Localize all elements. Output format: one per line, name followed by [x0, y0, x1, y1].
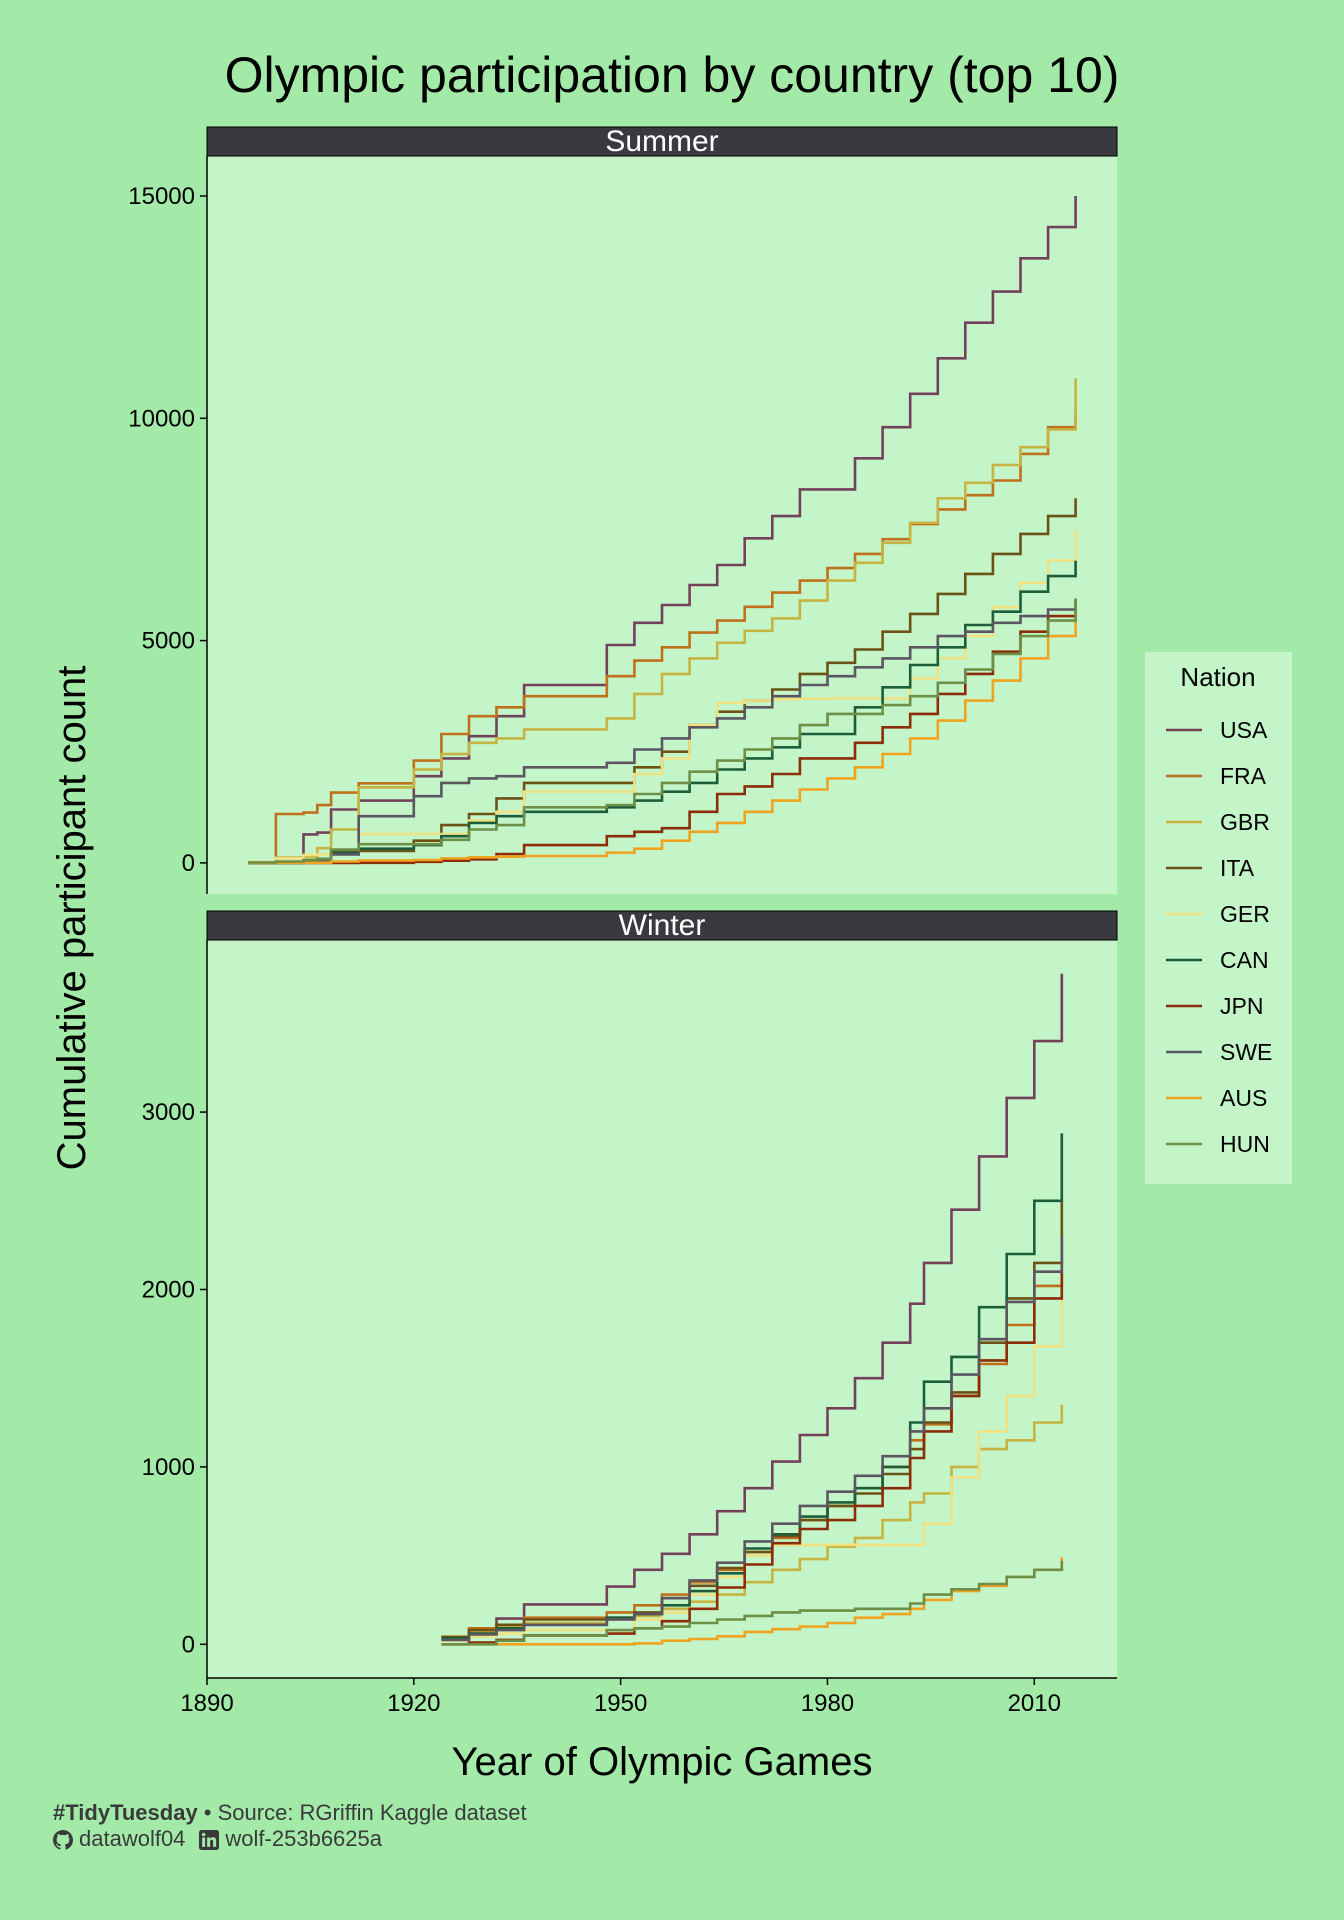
winter-y-tick-label: 3000	[142, 1099, 195, 1126]
winter-strip	[206, 910, 1118, 941]
legend-label-aus: AUS	[1220, 1085, 1267, 1111]
summer-y-tick-label: 5000	[142, 628, 195, 655]
summer-y-tick-label: 10000	[128, 405, 195, 432]
winter-y-tick-label: 2000	[142, 1276, 195, 1303]
caption-tag: #TidyTuesday	[53, 1800, 198, 1825]
summer-y-axis: 0 5000 10000 15000	[128, 183, 207, 877]
x-tick-label: 1980	[801, 1690, 854, 1717]
winter-series-usa	[441, 973, 1064, 1642]
y-axis-label: Cumulative participant count	[50, 666, 94, 1171]
winter-y-axis: 0 1000 2000 3000	[142, 1099, 207, 1658]
facet-winter: Winter 0 1000 2000 3000 1890 1920 1950 1980 201…	[142, 909, 1118, 1717]
legend-label-fra: FRA	[1220, 763, 1267, 789]
x-axis-label: Year of Olympic Games	[452, 1740, 873, 1784]
github-handle: datawolf04	[79, 1826, 186, 1851]
legend: Nation USA FRA GBR ITA GER CAN JPN SWE AUS HUN	[1145, 652, 1292, 1184]
facet-summer: Summer 0 5000 10000 15000	[128, 125, 1118, 894]
summer-y-tick-label: 15000	[128, 183, 195, 210]
legend-label-hun: HUN	[1220, 1131, 1270, 1157]
linkedin-handle: wolf-253b6625a	[225, 1826, 382, 1851]
summer-strip	[206, 126, 1118, 157]
linkedin-icon	[199, 1826, 220, 1852]
legend-label-gbr: GBR	[1220, 809, 1270, 835]
legend-label-ita: ITA	[1220, 855, 1255, 881]
legend-box	[1145, 652, 1292, 1184]
chart-title: Olympic participation by country (top 10…	[225, 47, 1120, 103]
legend-label-jpn: JPN	[1220, 993, 1263, 1019]
summer-series	[248, 196, 1077, 865]
github-icon	[53, 1826, 73, 1852]
x-tick-label: 2010	[1008, 1690, 1061, 1717]
summer-y-tick-label: 0	[182, 850, 195, 877]
x-axis: 1890 1920 1950 1980 2010	[180, 1678, 1061, 1717]
x-tick-label: 1950	[594, 1690, 647, 1717]
winter-y-tick-label: 0	[182, 1631, 195, 1658]
winter-y-tick-label: 1000	[142, 1454, 195, 1481]
legend-label-swe: SWE	[1220, 1039, 1272, 1065]
legend-label-can: CAN	[1220, 947, 1269, 973]
summer-series-swe	[248, 600, 1077, 865]
legend-label-ger: GER	[1220, 901, 1270, 927]
winter-series-swe	[441, 1236, 1064, 1642]
winter-series	[441, 973, 1064, 1646]
x-tick-label: 1890	[180, 1690, 233, 1717]
legend-label-usa: USA	[1220, 717, 1268, 743]
winter-series-hun	[441, 1560, 1064, 1646]
legend-title: Nation	[1180, 662, 1255, 692]
x-tick-label: 1920	[387, 1690, 440, 1717]
caption: #TidyTuesday • Source: RGriffin Kaggle d…	[53, 1800, 527, 1852]
summer-strip-label: Summer	[605, 125, 718, 158]
summer-series-aus	[248, 611, 1077, 865]
summer-series-hun	[248, 598, 1077, 864]
caption-source: • Source: RGriffin Kaggle dataset	[197, 1800, 527, 1825]
winter-strip-label: Winter	[619, 909, 706, 942]
